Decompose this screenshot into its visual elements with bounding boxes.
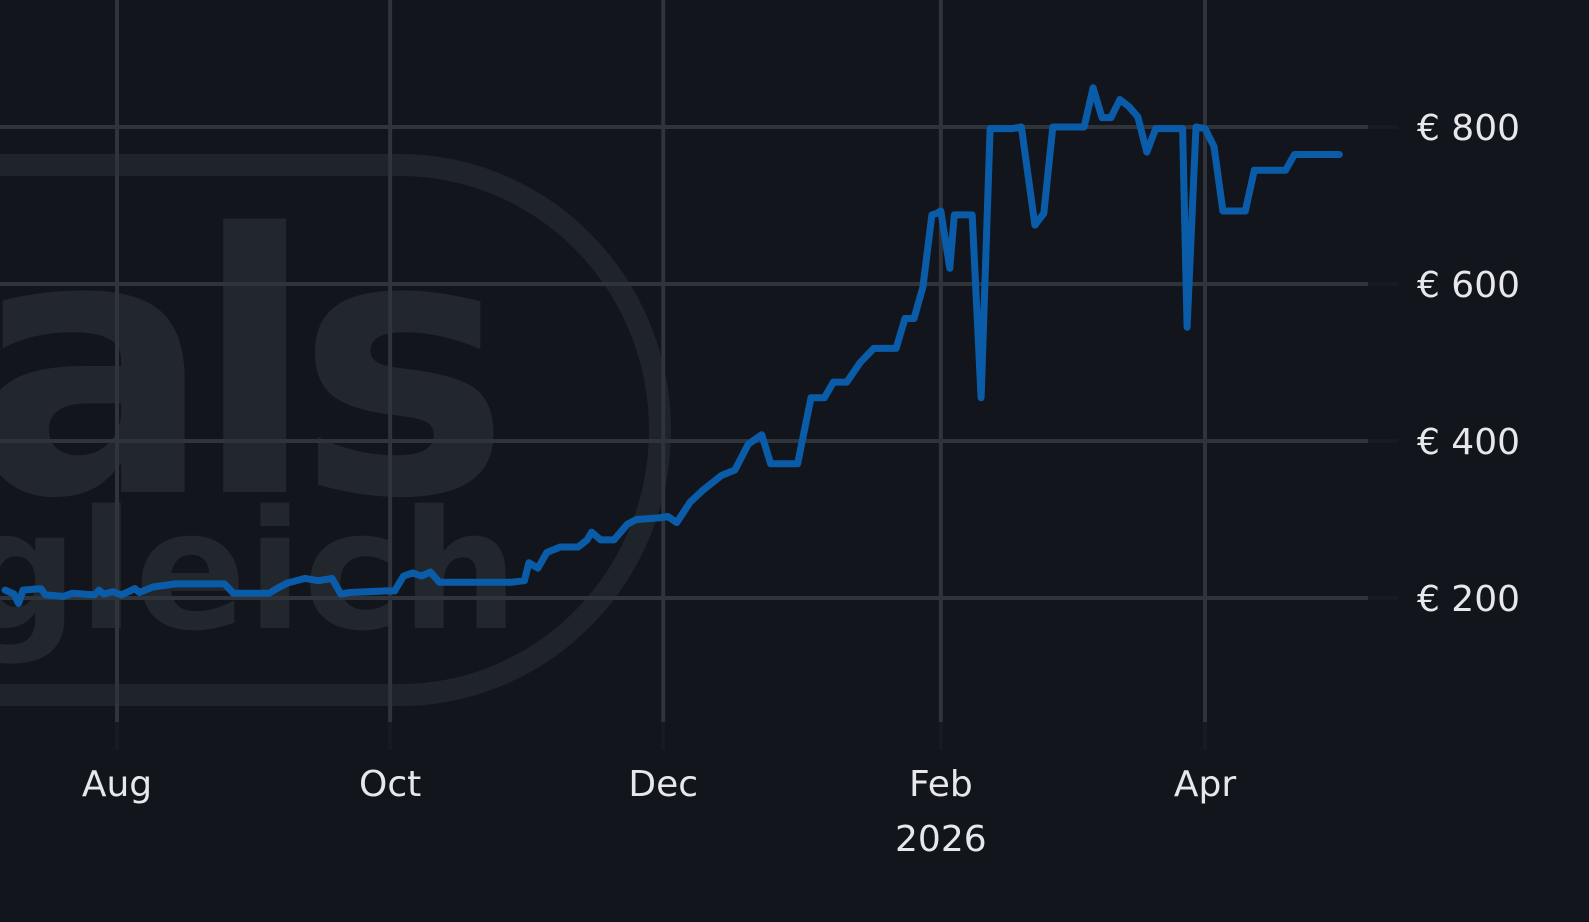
y-tick-label: € 800: [1417, 108, 1520, 149]
x-year-label: 2026: [895, 819, 987, 860]
x-tick-label: Apr: [1174, 764, 1236, 805]
y-tick-label: € 200: [1417, 579, 1520, 620]
x-tick-label: Aug: [82, 764, 152, 805]
y-axis: € 200 € 400 € 600 € 800: [1368, 108, 1520, 620]
watermark-text-sub: gleich: [0, 475, 518, 667]
x-tick-label: Oct: [359, 764, 421, 805]
price-series-line: [1, 84, 1343, 607]
series-layer: [1, 84, 1343, 607]
watermark-logo: als gleich: [0, 154, 671, 706]
y-tick-label: € 600: [1417, 265, 1520, 306]
watermark-text-main: als: [0, 158, 499, 577]
watermark-border: [0, 154, 671, 706]
x-tick-label: Dec: [628, 764, 698, 805]
x-tick-label: Feb: [909, 764, 973, 805]
x-axis: Aug Oct Dec Feb Apr 2026: [82, 722, 1236, 860]
y-tick-label: € 400: [1417, 422, 1520, 463]
